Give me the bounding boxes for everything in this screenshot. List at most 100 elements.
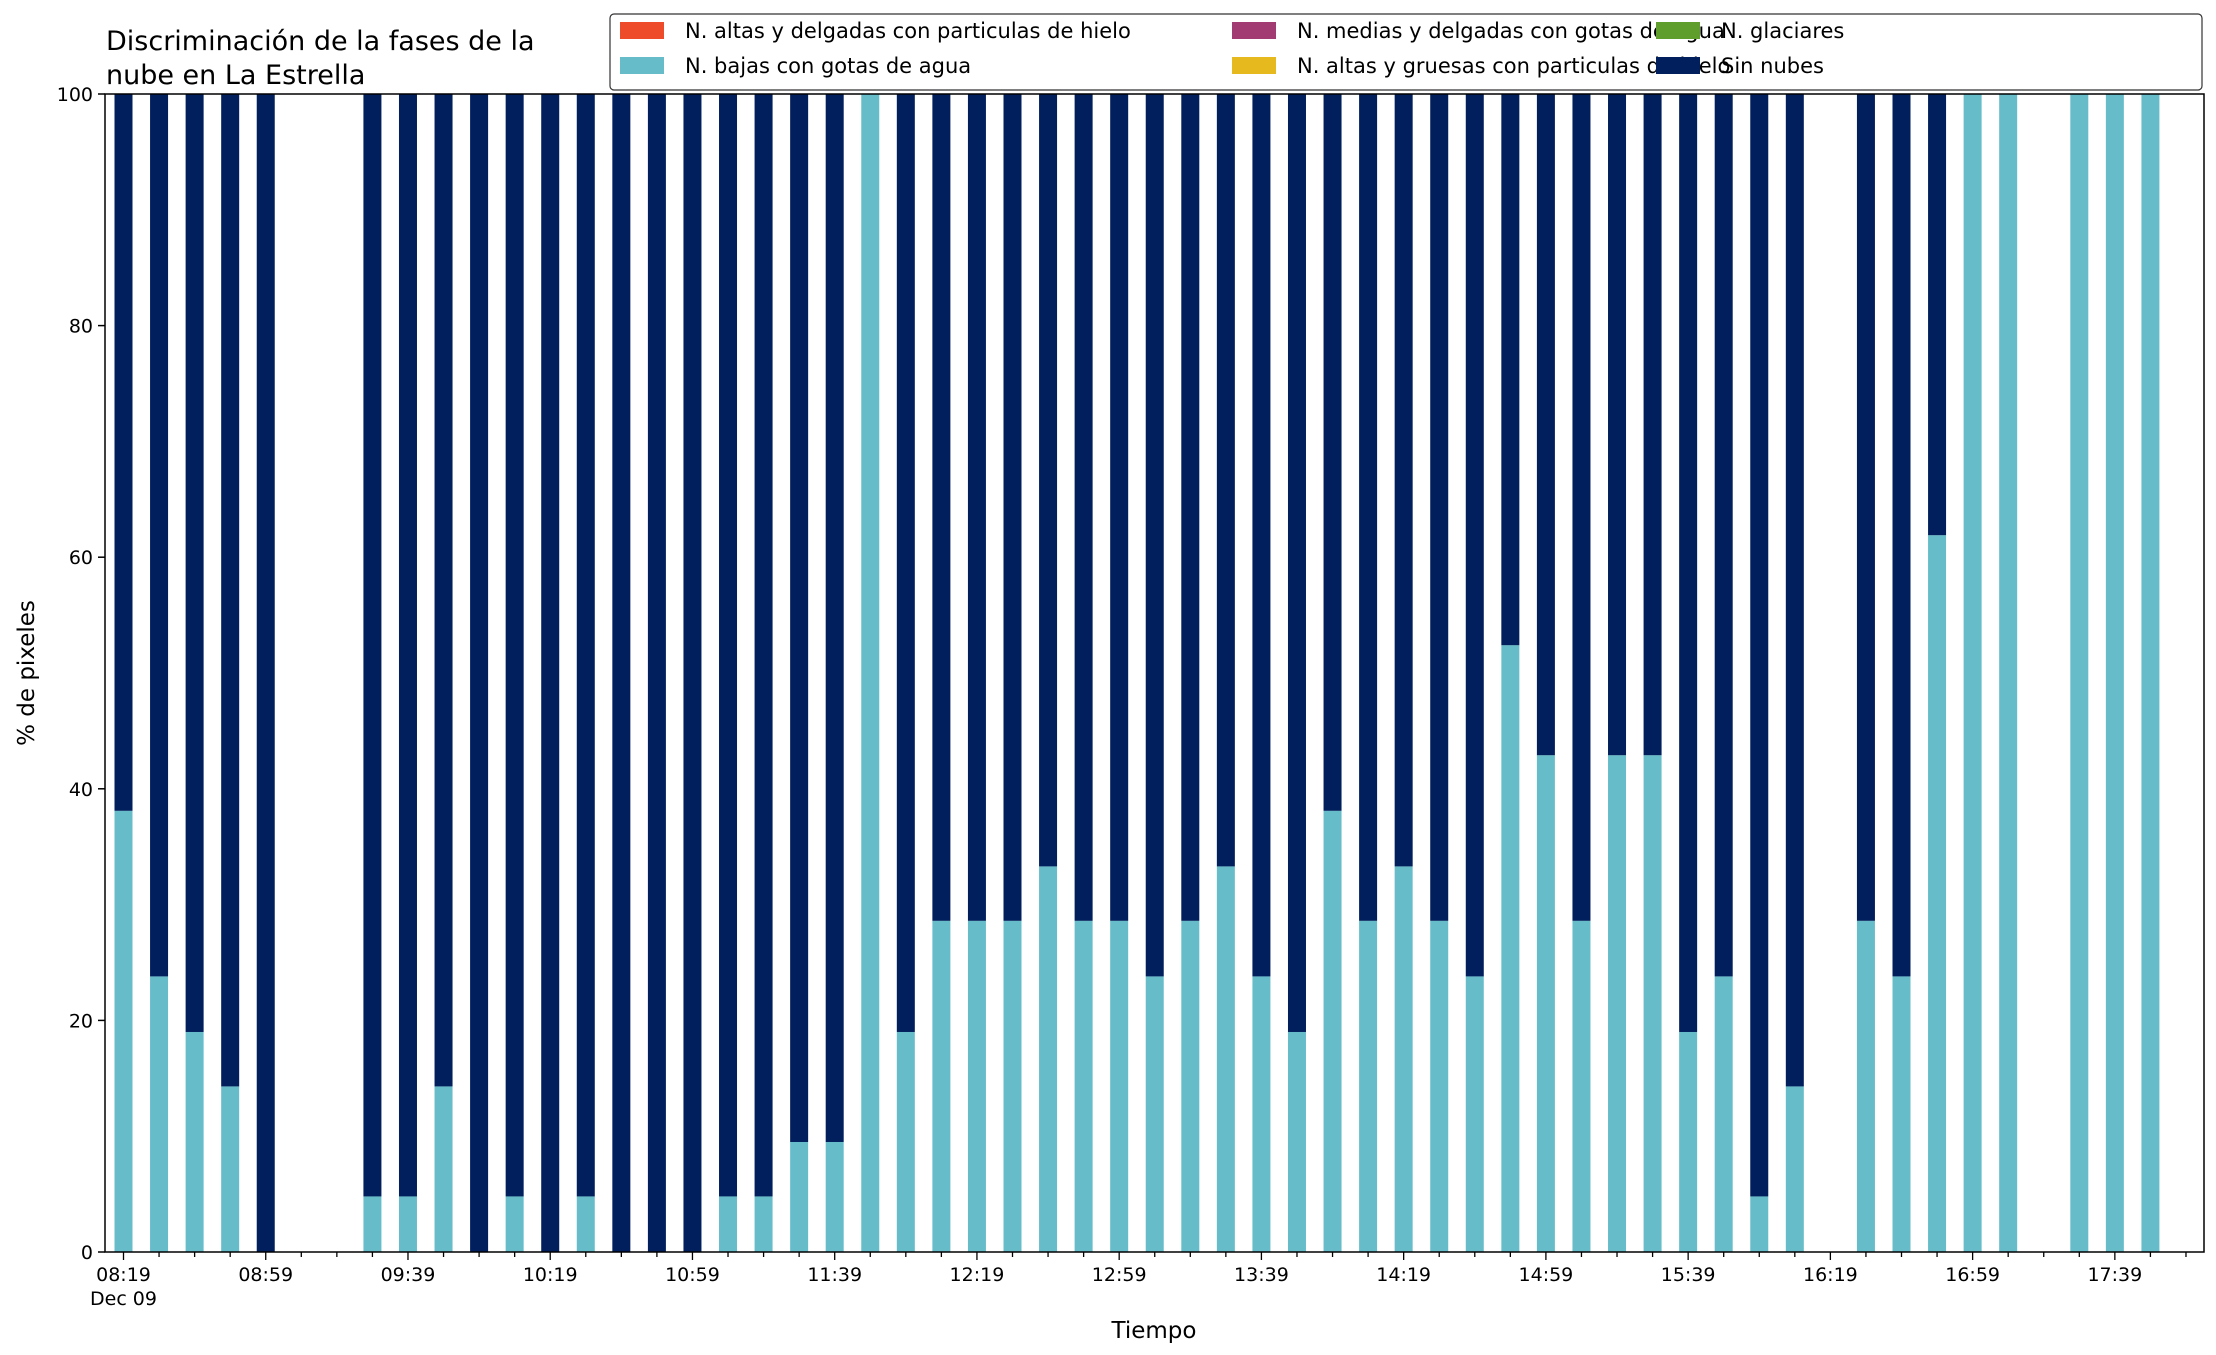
- bar-segment: [1501, 94, 1520, 646]
- bar-segment: [754, 1196, 773, 1252]
- bar-segment: [505, 94, 524, 1197]
- legend-swatch: [1656, 57, 1700, 74]
- y-tick-label: 20: [69, 1010, 93, 1032]
- bar-segment: [576, 94, 595, 1197]
- y-tick-label: 40: [69, 779, 93, 801]
- bar-segment: [1287, 94, 1306, 1032]
- bar-segment: [825, 94, 844, 1142]
- bar-segment: [434, 94, 453, 1087]
- bar-segment: [1608, 755, 1627, 1252]
- bar-segment: [1572, 920, 1591, 1252]
- bar-segment: [1963, 94, 1982, 1252]
- bar-segment: [185, 1031, 204, 1252]
- bar-segment: [114, 810, 133, 1252]
- bar-segment: [1181, 94, 1200, 921]
- bar-segment: [1536, 755, 1555, 1252]
- y-tick-label: 100: [57, 84, 93, 106]
- x-tick-label: 12:59: [1092, 1264, 1147, 1286]
- bar-segment: [1572, 94, 1591, 921]
- bar-segment: [1003, 94, 1022, 921]
- x-tick-label: 11:39: [807, 1264, 862, 1286]
- bar-segment: [398, 94, 417, 1197]
- bar-segment: [398, 1196, 417, 1252]
- bar-segment: [1643, 94, 1662, 756]
- x-tick-label: 14:19: [1376, 1264, 1431, 1286]
- bar-segment: [1074, 920, 1093, 1252]
- bar-segment: [1039, 866, 1058, 1252]
- x-tick-label: 10:59: [665, 1264, 720, 1286]
- bar-segment: [1750, 94, 1769, 1197]
- bar-segment: [1287, 1031, 1306, 1252]
- bar-segment: [1465, 94, 1484, 977]
- bar-segment: [1216, 866, 1235, 1252]
- bar-segment: [1181, 920, 1200, 1252]
- legend-swatch: [620, 57, 664, 74]
- bar-segment: [647, 94, 666, 1252]
- bar-segment: [185, 94, 204, 1032]
- bar-segment: [1643, 755, 1662, 1252]
- bar-segment: [541, 94, 560, 1252]
- bar-segment: [1928, 94, 1947, 536]
- bar-segment: [1608, 94, 1627, 756]
- legend-swatch: [620, 22, 664, 39]
- bar-segment: [1465, 976, 1484, 1252]
- bar-segment: [1394, 866, 1413, 1252]
- chart-title-line-2: nube en La Estrella: [106, 60, 365, 91]
- bar-segment: [150, 94, 169, 977]
- bar-segment: [1679, 1031, 1698, 1252]
- bar-segment: [221, 94, 240, 1087]
- x-tick-label: 13:39: [1234, 1264, 1289, 1286]
- bar-segment: [790, 1141, 809, 1252]
- bar-segment: [1856, 94, 1875, 921]
- bar-segment: [434, 1086, 453, 1252]
- bar-segment: [1679, 94, 1698, 1032]
- bar-segment: [1074, 94, 1093, 921]
- bar-segment: [114, 94, 133, 811]
- x-tick-label: 16:19: [1803, 1264, 1858, 1286]
- bar-segment: [1323, 94, 1342, 811]
- bar-segment: [2105, 94, 2124, 1252]
- bars-group: [114, 94, 2160, 1252]
- bar-segment: [1110, 920, 1129, 1252]
- bar-segment: [1359, 920, 1378, 1252]
- bar-segment: [1394, 94, 1413, 867]
- x-tick-label: 14:59: [1519, 1264, 1574, 1286]
- bar-segment: [1750, 1196, 1769, 1252]
- bar-segment: [1928, 535, 1947, 1252]
- bar-segment: [576, 1196, 595, 1252]
- bar-segment: [967, 920, 986, 1252]
- bar-segment: [1892, 976, 1911, 1252]
- chart-title-line-1: Discriminación de la fases de la: [106, 26, 535, 57]
- bar-segment: [1145, 976, 1164, 1252]
- bar-segment: [150, 976, 169, 1252]
- legend-box: [609, 13, 2203, 91]
- bar-segment: [1359, 94, 1378, 921]
- bar-segment: [1856, 920, 1875, 1252]
- legend-label: N. glaciares: [1721, 19, 1844, 43]
- legend-swatch: [1232, 57, 1276, 74]
- bar-segment: [505, 1196, 524, 1252]
- x-tick-label: 08:19: [96, 1264, 151, 1286]
- bar-segment: [2141, 94, 2160, 1252]
- legend-label: N. medias y delgadas con gotas de agua: [1297, 19, 1725, 43]
- bar-segment: [1252, 976, 1271, 1252]
- bar-segment: [719, 94, 738, 1197]
- x-tick-label: 17:39: [2087, 1264, 2142, 1286]
- bar-segment: [612, 94, 631, 1252]
- bar-segment: [256, 94, 275, 1252]
- bar-segment: [221, 1086, 240, 1252]
- bar-segment: [1892, 94, 1911, 977]
- legend: N. altas y delgadas con particulas de hi…: [609, 13, 2203, 91]
- x-tick-label: 09:39: [381, 1264, 436, 1286]
- x-axis-title: Tiempo: [1111, 1318, 1197, 1344]
- bar-segment: [1145, 94, 1164, 977]
- bar-segment: [1252, 94, 1271, 977]
- legend-swatch: [1656, 22, 1700, 39]
- bar-segment: [896, 94, 915, 1032]
- bar-segment: [932, 920, 951, 1252]
- bar-segment: [1785, 94, 1804, 1087]
- bar-segment: [861, 94, 880, 1252]
- y-tick-label: 0: [81, 1242, 93, 1264]
- bar-segment: [363, 94, 382, 1197]
